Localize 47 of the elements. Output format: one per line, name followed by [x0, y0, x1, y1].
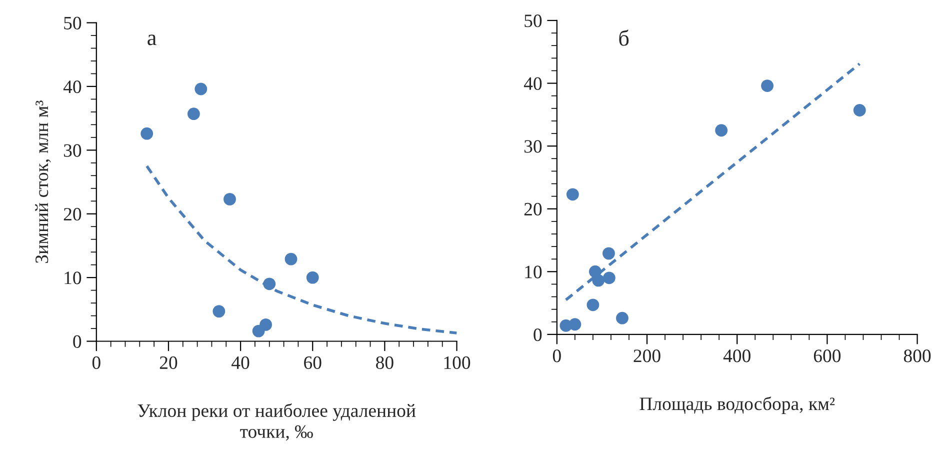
point — [602, 247, 615, 260]
x-tick-label: 400 — [723, 350, 750, 362]
point — [592, 274, 605, 287]
x-tick-label: 40 — [232, 356, 250, 370]
x-tick-label: 100 — [444, 356, 470, 370]
point — [212, 305, 226, 318]
x-tick-label: 0 — [92, 356, 100, 370]
point — [566, 188, 579, 201]
x-tick-label: 800 — [904, 350, 931, 362]
x-tick-label: 200 — [634, 350, 660, 362]
point — [586, 298, 600, 312]
y-tick-label: 50 — [524, 14, 542, 28]
x-tick-label: 600 — [814, 350, 841, 362]
y-tick-label: 40 — [524, 77, 542, 90]
x-tick-label: 80 — [376, 356, 394, 370]
y-tick-label: 0 — [534, 328, 542, 342]
x-tick-label: 60 — [304, 356, 322, 370]
x-tick-label: 20 — [160, 356, 178, 370]
x-axis-title: Площадь водосбора, км² — [640, 396, 835, 414]
point — [284, 252, 298, 266]
y-tick-label: 0 — [73, 335, 82, 348]
point — [306, 271, 319, 284]
point — [715, 124, 728, 137]
point — [602, 272, 616, 284]
y-tick-label: 10 — [525, 266, 542, 278]
line-series — [145, 164, 457, 334]
point — [616, 312, 628, 324]
point — [761, 80, 774, 92]
point — [224, 192, 236, 206]
point — [187, 108, 200, 120]
y-tick-label: 30 — [524, 140, 542, 153]
point — [260, 318, 272, 331]
point — [140, 127, 154, 140]
y-tick-label: 10 — [64, 272, 82, 284]
y-tick-label: 20 — [524, 202, 542, 216]
x-tick-label: 0 — [552, 350, 561, 362]
point — [853, 104, 866, 116]
y-tick-label: 30 — [64, 144, 82, 157]
y-tick-label: 40 — [63, 80, 82, 94]
y-tick-label: 20 — [64, 208, 82, 221]
annotation: а — [148, 34, 156, 46]
y-tick-label: 50 — [64, 16, 82, 30]
point — [568, 318, 582, 331]
annotation: б — [619, 30, 629, 46]
x-axis-title: Уклон реки от наиболее удаленной точки, ‰ — [138, 403, 416, 441]
y-axis-title: Зимний сток, млн м³ — [35, 100, 51, 263]
point — [194, 82, 208, 96]
